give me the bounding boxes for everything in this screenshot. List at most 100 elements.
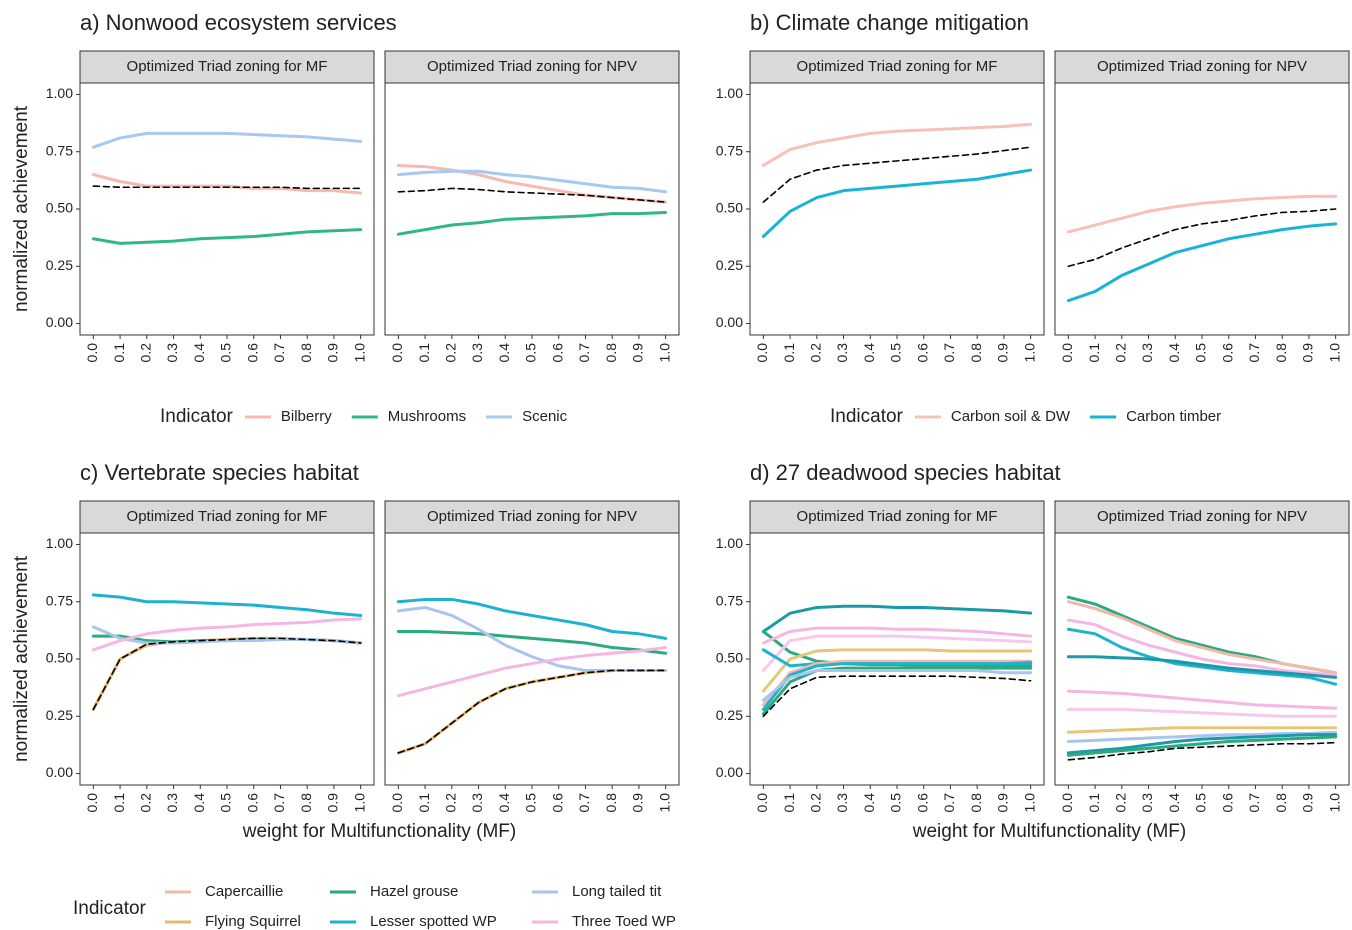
- series-line: [396, 597, 668, 640]
- y-tick-label: 0.50: [716, 200, 743, 216]
- legend-label: Carbon soil & DW: [951, 408, 1071, 425]
- x-tick-label: 0.4: [861, 343, 877, 363]
- x-tick-label: 0.9: [1300, 343, 1316, 363]
- legend-label: Three Toed WP: [572, 913, 676, 930]
- y-axis-label: normalized achievement: [11, 105, 32, 312]
- y-tick-label: 0.00: [716, 764, 743, 780]
- x-tick-label: 0.9: [995, 793, 1011, 813]
- series-line: [1066, 600, 1338, 675]
- y-tick-label: 0.00: [716, 314, 743, 330]
- x-tick-label: 0.3: [834, 793, 850, 813]
- x-tick-label: 1.0: [656, 793, 672, 813]
- series-line: [1066, 222, 1338, 303]
- series-line: [91, 228, 363, 245]
- x-tick-label: 0.5: [218, 343, 234, 363]
- x-tick-label: 0.3: [1139, 343, 1155, 363]
- x-axis-label: weight for Multifunctionality (MF): [912, 821, 1186, 842]
- x-tick-label: 0.0: [84, 793, 100, 813]
- x-tick-label: 0.4: [1166, 793, 1182, 813]
- x-tick-label: 0.6: [914, 343, 930, 363]
- legend-label: Lesser spotted WP: [370, 913, 497, 930]
- x-tick-label: 0.8: [1273, 343, 1289, 363]
- x-tick-label: 0.1: [1086, 793, 1102, 813]
- y-tick-label: 0.00: [46, 764, 73, 780]
- x-tick-label: 0.6: [549, 343, 565, 363]
- x-tick-label: 0.4: [191, 793, 207, 813]
- x-tick-label: 0.2: [808, 793, 824, 813]
- x-tick-label: 0.2: [808, 343, 824, 363]
- strip: [384, 500, 680, 534]
- x-axis-label: weight for Multifunctionality (MF): [242, 821, 516, 842]
- series-line: [1066, 618, 1338, 677]
- x-tick-label: 0.5: [888, 343, 904, 363]
- x-tick-label: 0.8: [298, 343, 314, 363]
- series-line: [396, 646, 668, 698]
- series-line: [91, 617, 363, 652]
- x-tick-label: 0.0: [84, 343, 100, 363]
- legend-label: Mushrooms: [388, 408, 466, 425]
- panel: [749, 532, 1045, 786]
- mean-line: [397, 187, 667, 203]
- x-tick-label: 0.3: [469, 343, 485, 363]
- x-tick-label: 0.5: [1193, 343, 1209, 363]
- y-tick-label: 0.50: [46, 650, 73, 666]
- legend-label: Flying Squirrel: [205, 913, 301, 930]
- x-tick-label: 0.0: [389, 793, 405, 813]
- x-tick-label: 0.8: [1273, 793, 1289, 813]
- strip: [749, 500, 1045, 534]
- series-line: [1066, 194, 1338, 234]
- x-tick-label: 0.0: [1059, 793, 1075, 813]
- x-tick-label: 0.6: [1219, 343, 1235, 363]
- strip: [79, 500, 375, 534]
- strip: [1054, 500, 1350, 534]
- series-line: [761, 626, 1033, 645]
- x-tick-label: 0.3: [834, 343, 850, 363]
- x-tick-label: 0.2: [443, 343, 459, 363]
- x-tick-label: 0.8: [603, 793, 619, 813]
- x-tick-label: 0.4: [1166, 343, 1182, 363]
- x-tick-label: 0.6: [1219, 793, 1235, 813]
- x-tick-label: 0.8: [298, 793, 314, 813]
- x-tick-label: 0.2: [443, 793, 459, 813]
- y-tick-label: 0.25: [716, 707, 743, 723]
- x-tick-label: 0.9: [630, 793, 646, 813]
- series-line: [761, 604, 1033, 634]
- x-tick-label: 0.0: [1059, 343, 1075, 363]
- x-tick-label: 0.6: [914, 793, 930, 813]
- x-tick-label: 0.7: [941, 343, 957, 363]
- x-tick-label: 0.1: [111, 793, 127, 813]
- series-line: [1066, 735, 1338, 757]
- x-tick-label: 1.0: [1326, 793, 1342, 813]
- strip-label: Optimized Triad zoning for NPV: [1097, 508, 1307, 525]
- x-tick-label: 0.9: [325, 793, 341, 813]
- series-line: [761, 659, 1033, 707]
- x-tick-label: 0.7: [1246, 343, 1262, 363]
- y-tick-label: 0.00: [46, 314, 73, 330]
- x-tick-label: 0.3: [164, 793, 180, 813]
- legend-title: Indicator: [73, 898, 147, 919]
- series-line: [396, 169, 668, 194]
- legend-label: Hazel grouse: [370, 883, 458, 900]
- series-line: [1066, 733, 1338, 755]
- panel: [384, 82, 680, 336]
- series-line: [761, 648, 1033, 693]
- series-line: [761, 168, 1033, 238]
- series-line: [1066, 726, 1338, 734]
- legend-label: Carbon timber: [1126, 408, 1221, 425]
- series-line: [91, 173, 363, 195]
- strip: [79, 50, 375, 84]
- x-tick-label: 1.0: [351, 793, 367, 813]
- mean-line: [397, 669, 667, 754]
- mean-line: [1067, 208, 1337, 268]
- strip-label: Optimized Triad zoning for NPV: [427, 508, 637, 525]
- x-tick-label: 1.0: [1021, 343, 1037, 363]
- x-tick-label: 0.6: [244, 343, 260, 363]
- series-line: [91, 131, 363, 149]
- chart-title: a) Nonwood ecosystem services: [80, 10, 397, 35]
- x-tick-label: 0.1: [111, 343, 127, 363]
- x-tick-label: 1.0: [656, 343, 672, 363]
- x-tick-label: 0.1: [416, 343, 432, 363]
- x-tick-label: 0.4: [191, 343, 207, 363]
- x-tick-label: 1.0: [1021, 793, 1037, 813]
